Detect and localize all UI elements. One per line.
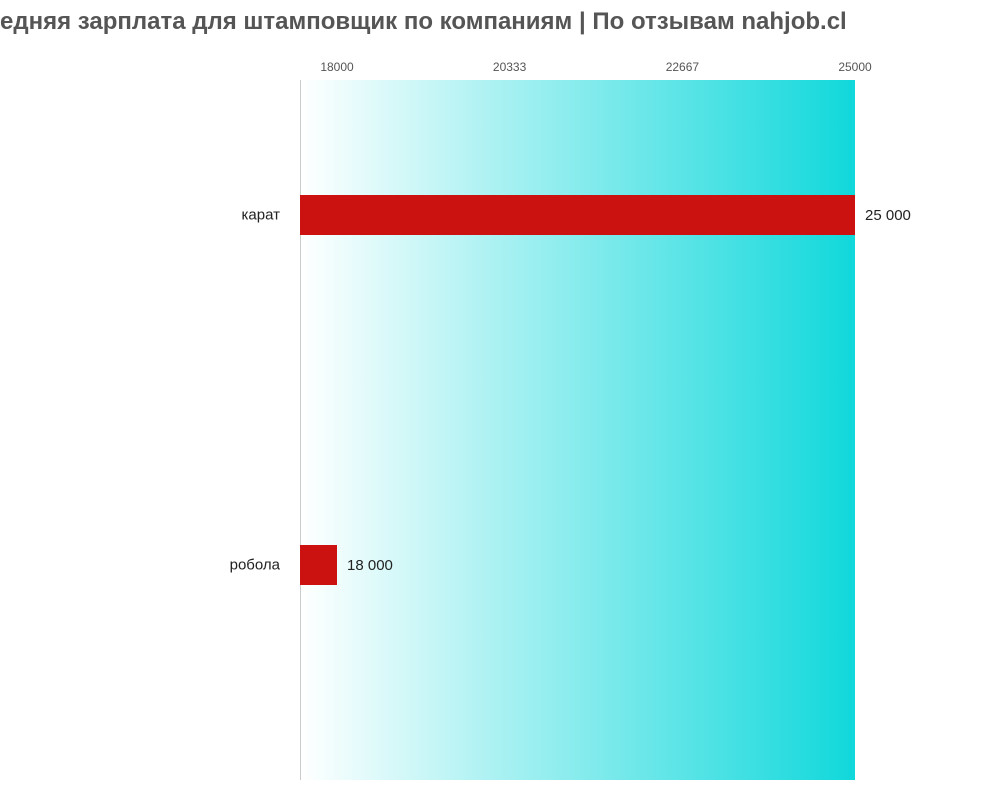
plot-background [300, 80, 855, 780]
x-axis: 18000 20333 22667 25000 [300, 60, 960, 80]
bar-0 [300, 195, 855, 235]
chart-title: едняя зарплата для штамповщик по компани… [0, 8, 847, 36]
bar-1 [300, 545, 337, 585]
y-label-0: карат [0, 207, 280, 224]
x-tick-0: 18000 [320, 60, 353, 74]
y-label-1: робола [0, 557, 280, 574]
bar-value-0: 25 000 [865, 207, 911, 224]
x-tick-3: 25000 [838, 60, 871, 74]
bar-value-1: 18 000 [347, 557, 393, 574]
chart-area: 18000 20333 22667 25000 25 000 18 000 [300, 60, 960, 780]
x-tick-2: 22667 [666, 60, 699, 74]
x-tick-1: 20333 [493, 60, 526, 74]
